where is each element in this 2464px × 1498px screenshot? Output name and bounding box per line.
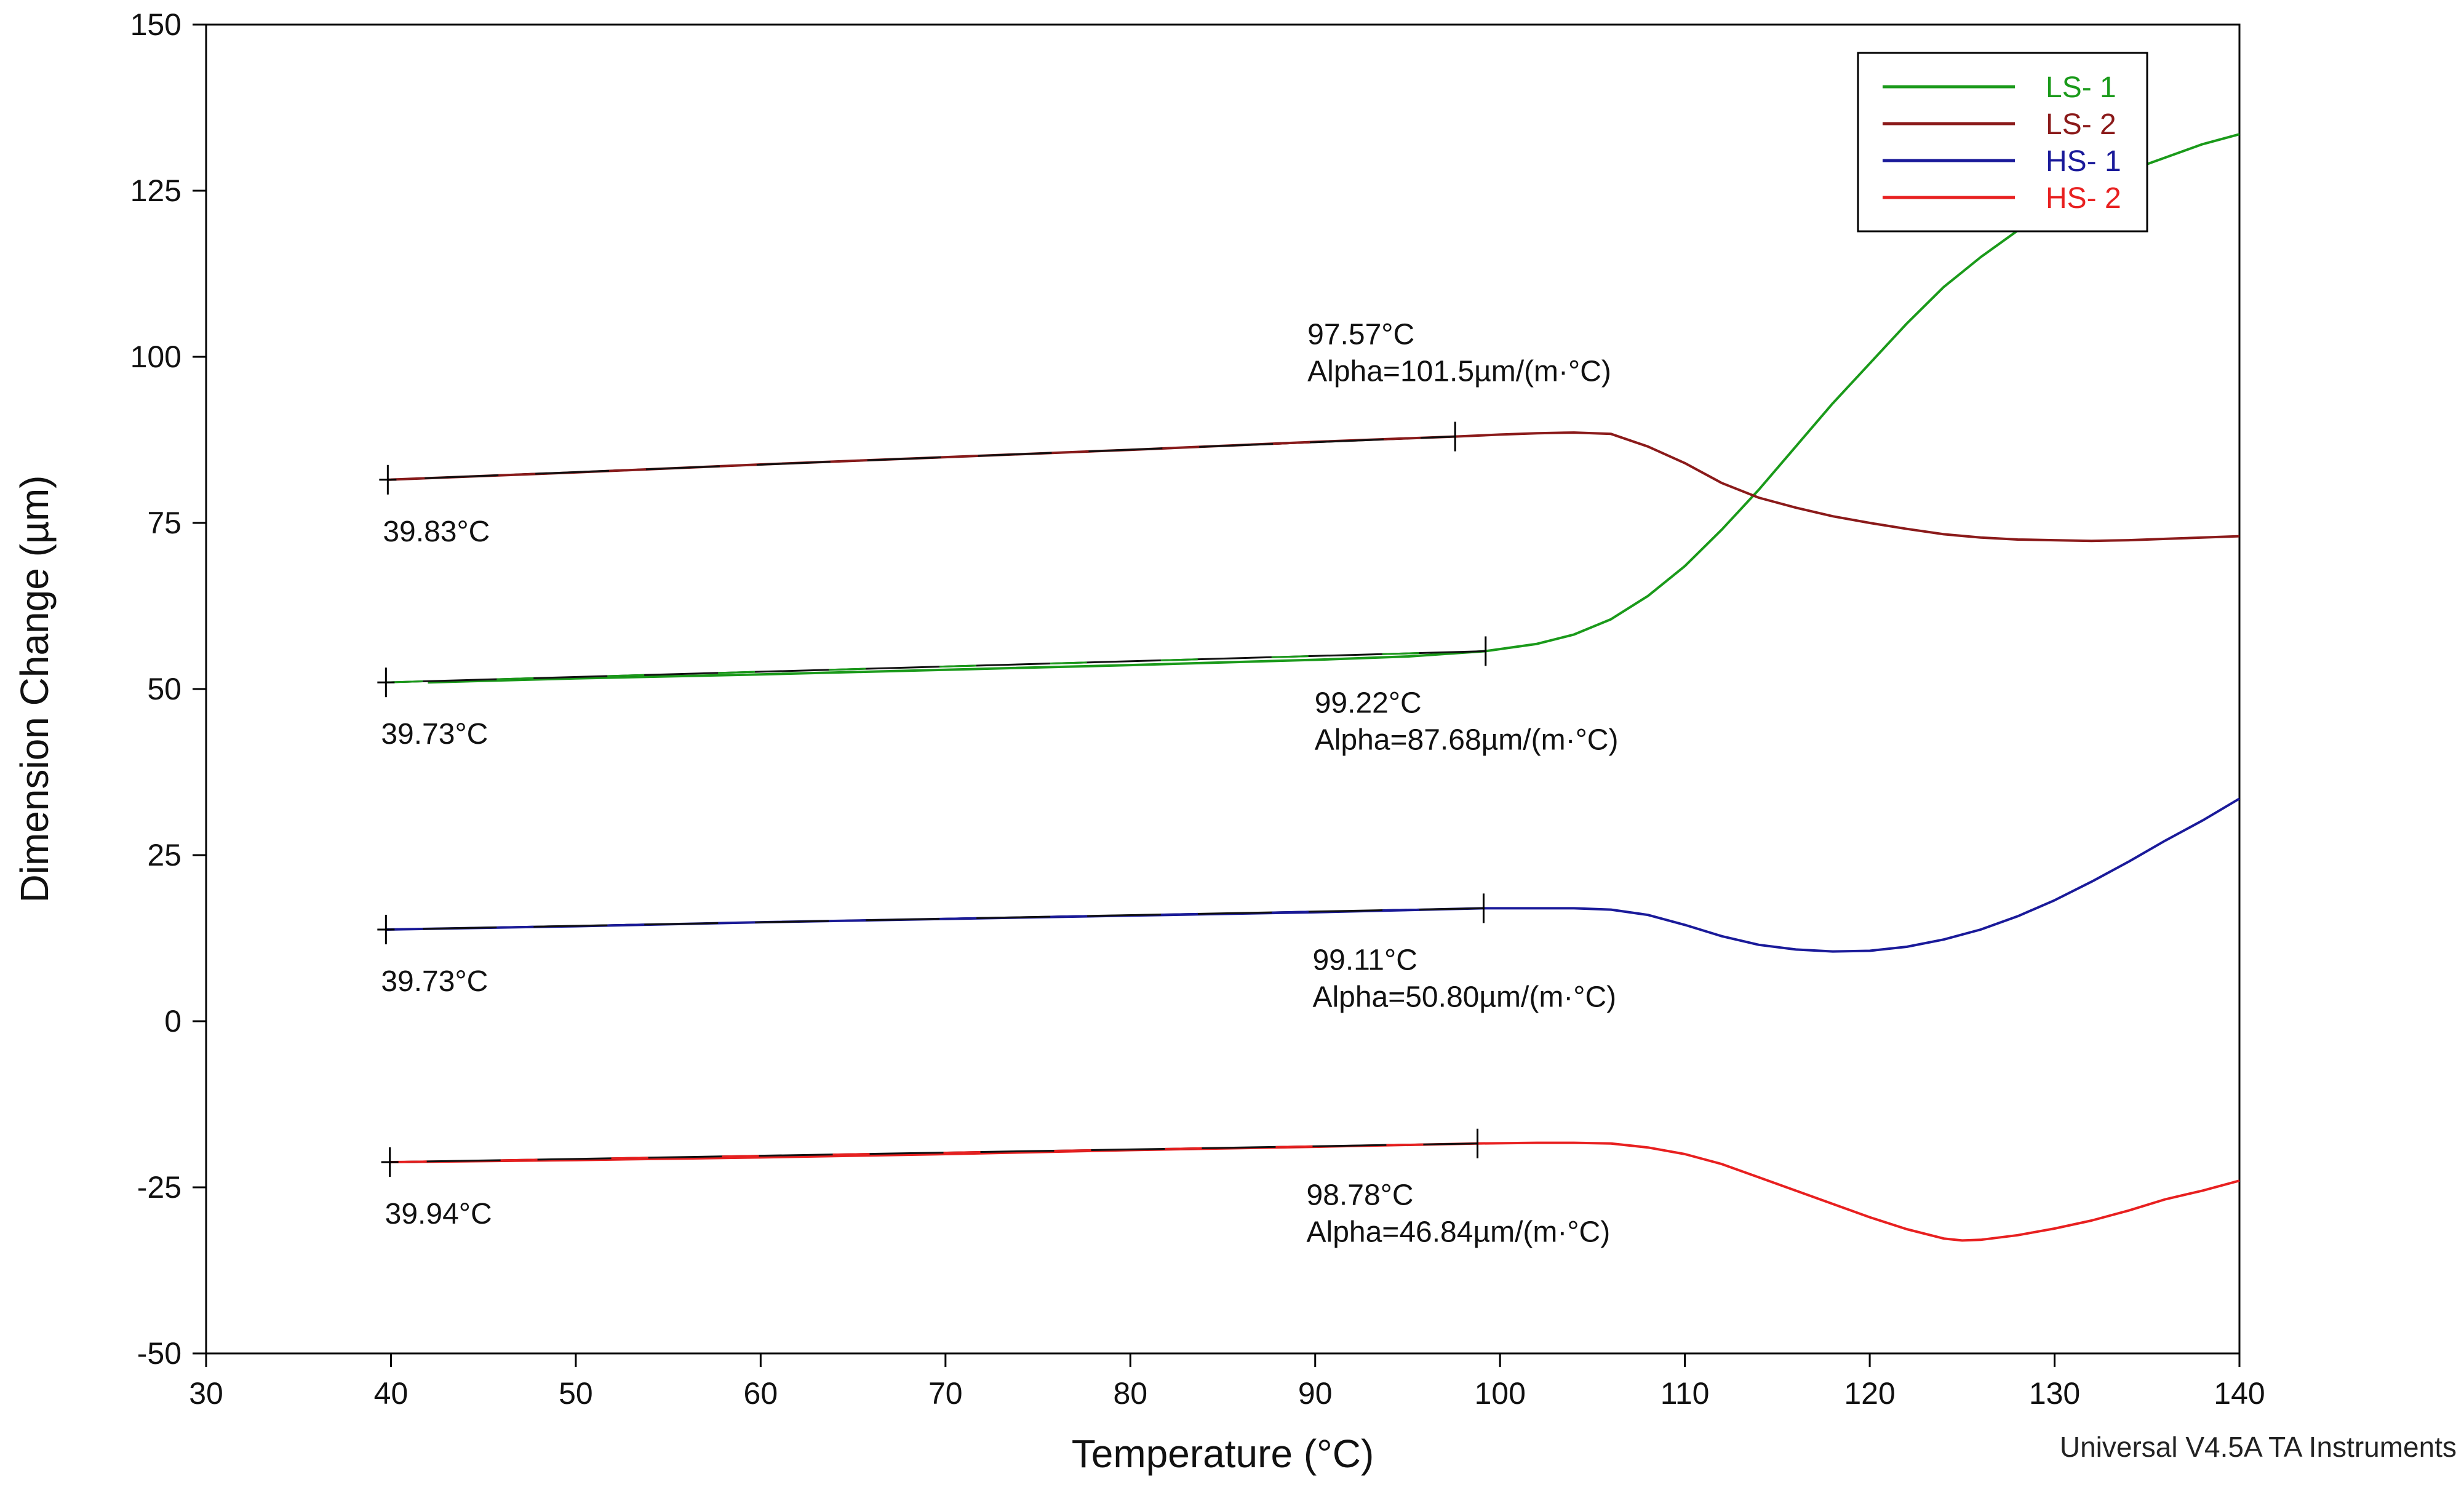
legend-entry: LS- 1 — [2046, 71, 2116, 104]
x-tick-label: 100 — [1474, 1376, 1525, 1411]
annotation-alpha: Alpha=46.84µm/(m·°C) — [1307, 1216, 1611, 1249]
watermark: Universal V4.5A TA Instruments — [2059, 1431, 2457, 1463]
legend-entry: HS- 2 — [2046, 182, 2121, 215]
y-tick-label: -50 — [137, 1336, 181, 1371]
y-axis-label: Dimension Change (µm) — [12, 476, 57, 903]
x-tick-label: 40 — [374, 1376, 409, 1411]
annotation-label: 99.22°C — [1315, 687, 1422, 719]
y-tick-label: 25 — [147, 838, 181, 872]
legend-entry: HS- 1 — [2046, 145, 2121, 178]
fit-line — [386, 907, 1484, 931]
series-line-ls-2 — [388, 431, 2240, 543]
annotation-alpha: Alpha=87.68µm/(m·°C) — [1315, 723, 1619, 756]
y-tick-label: -25 — [137, 1170, 181, 1205]
x-tick-label: 120 — [1844, 1376, 1895, 1411]
annotation-alpha: Alpha=101.5µm/(m·°C) — [1307, 356, 1611, 388]
x-tick-label: 110 — [1661, 1376, 1710, 1411]
y-tick-label: 150 — [130, 7, 181, 42]
fit-line — [386, 650, 1486, 683]
y-tick-label: 50 — [147, 672, 181, 706]
fit-line-overlay — [386, 907, 1484, 931]
x-tick-label: 90 — [1298, 1376, 1333, 1411]
annotation-label: 97.57°C — [1307, 319, 1414, 351]
x-tick-label: 60 — [744, 1376, 778, 1411]
fit-line-overlay — [389, 1142, 1478, 1163]
y-tick-label: 125 — [130, 173, 181, 208]
annotation-label: 99.11°C — [1312, 944, 1417, 976]
annotation-label: 39.94°C — [385, 1198, 492, 1230]
x-tick-label: 130 — [2029, 1376, 2080, 1411]
plot-area: 30 40 50 60 70 80 90 100 110 120 130 140 -50 -25 0 25 50… — [12, 7, 2265, 1476]
annotation-label: 39.83°C — [383, 516, 490, 548]
legend-entry: LS- 2 — [2046, 108, 2116, 141]
annotation-label: 39.73°C — [381, 965, 488, 998]
x-tick-label: 140 — [2214, 1376, 2265, 1411]
y-tick-label: 0 — [164, 1004, 181, 1038]
y-tick-label: 75 — [147, 506, 181, 540]
x-axis-label: Temperature (°C) — [1072, 1432, 1374, 1476]
y-tick-label: 100 — [130, 340, 181, 374]
x-tick-label: 50 — [559, 1376, 593, 1411]
annotation-label: 39.73°C — [381, 718, 488, 751]
fit-line-overlay — [388, 436, 1456, 481]
x-tick-label: 70 — [928, 1376, 963, 1411]
series-line-hs-1 — [386, 797, 2241, 953]
annotation-alpha: Alpha=50.80µm/(m·°C) — [1312, 981, 1616, 1013]
legend-box — [1857, 52, 2148, 233]
x-tick-label: 30 — [189, 1376, 223, 1411]
annotation-label: 98.78°C — [1307, 1179, 1414, 1212]
fit-line-overlay — [386, 650, 1486, 683]
x-tick-label: 80 — [1113, 1376, 1147, 1411]
